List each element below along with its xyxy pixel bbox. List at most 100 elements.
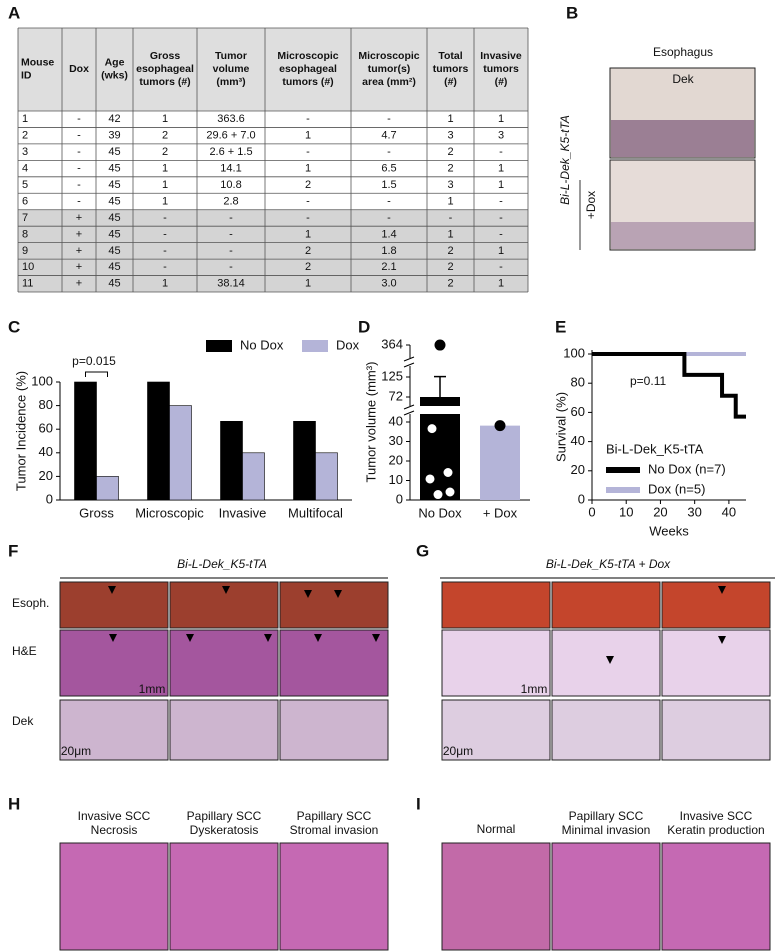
table-cell: - <box>387 212 391 224</box>
break-mark <box>403 410 415 416</box>
table-cell: 2.1 <box>381 261 396 273</box>
panel-letter: D <box>358 317 370 336</box>
micrograph <box>59 699 169 761</box>
table-cell: - <box>499 146 503 158</box>
table-cell: 1 <box>447 228 453 240</box>
y-tick-label: 10 <box>389 472 403 487</box>
micrograph <box>441 629 551 697</box>
panel-letter: H <box>8 794 20 813</box>
micrograph <box>441 699 551 761</box>
table-cell: 2 <box>305 179 311 191</box>
table-cell: 1 <box>162 162 168 174</box>
table-cell: + <box>76 261 82 273</box>
table-cell: 2 <box>447 261 453 273</box>
arrow <box>718 636 726 644</box>
y-tick-label: 80 <box>39 397 53 412</box>
legend-label: Dox (n=5) <box>648 481 705 496</box>
table-cell: 29.6 + 7.0 <box>206 130 255 142</box>
data-point <box>426 423 438 435</box>
table-cell: - <box>163 228 167 240</box>
table-header: (#) <box>444 76 457 88</box>
arrow <box>222 586 230 594</box>
arrow <box>334 590 342 598</box>
table-header: esophageal <box>136 63 194 75</box>
panel-title: Bi-L-Dek_K5-tTA <box>177 557 267 571</box>
table-cell: 2 <box>447 278 453 290</box>
table-cell: 4 <box>22 162 28 174</box>
data-point <box>444 486 456 498</box>
legend-title: Bi-L-Dek_K5-tTA <box>606 441 704 456</box>
table-cell: - <box>229 228 233 240</box>
table-cell: 1 <box>498 113 504 125</box>
row-label: Dek <box>12 714 34 728</box>
genotype-label: Bi-L-Dek_K5-tTA <box>558 115 572 205</box>
table-row-bg <box>18 242 528 260</box>
legend-label: No Dox (n=7) <box>648 461 726 476</box>
micrograph <box>441 842 551 951</box>
micrograph <box>59 842 169 951</box>
table-cell: 2 <box>162 146 168 158</box>
caption: Papillary SCC <box>569 809 644 823</box>
table-cell: - <box>499 261 503 273</box>
tissue-layer <box>611 120 754 157</box>
x-tick-label: 30 <box>687 504 701 519</box>
micrograph <box>279 581 389 629</box>
table-cell: 1 <box>498 162 504 174</box>
caption: Normal <box>477 822 516 836</box>
y-tick-label: 72 <box>389 388 403 403</box>
caption: Invasive SCC <box>680 809 753 823</box>
table-header: (mm³) <box>216 76 245 88</box>
table-header: Microscopic <box>277 50 338 62</box>
table-cell: - <box>77 113 81 125</box>
table-cell: 10.8 <box>220 179 241 191</box>
table-header: (#) <box>495 76 508 88</box>
x-tick-label: 20 <box>653 504 667 519</box>
table-cell: 7 <box>22 212 28 224</box>
x-tick-label: 0 <box>588 504 595 519</box>
table-cell: 1 <box>305 228 311 240</box>
table-cell: + <box>76 228 82 240</box>
micrograph <box>661 581 771 629</box>
table-cell: 10 <box>22 261 34 273</box>
table-cell: 14.1 <box>220 162 241 174</box>
table-cell: 45 <box>108 228 120 240</box>
panel-letter: C <box>8 317 20 336</box>
table-header: Dox <box>69 63 89 75</box>
panel-letter: F <box>8 541 18 560</box>
x-tick-label: Multifocal <box>288 505 343 520</box>
table-cell: 1 <box>162 195 168 207</box>
table-cell: - <box>306 146 310 158</box>
table-cell: - <box>499 195 503 207</box>
x-tick-label: 40 <box>722 504 736 519</box>
table-cell: - <box>77 179 81 191</box>
micrograph <box>169 629 279 697</box>
micrograph <box>551 629 661 697</box>
table-header: tumors (#) <box>139 76 190 88</box>
y-tick-label: 30 <box>389 433 403 448</box>
table-cell: 2.8 <box>223 195 238 207</box>
panel-title: Bi-L-Dek_K5-tTA + Dox <box>546 557 671 571</box>
data-point <box>432 489 444 501</box>
table-cell: - <box>499 212 503 224</box>
legend-swatch <box>302 340 328 352</box>
bracket <box>85 371 108 377</box>
micrograph <box>59 629 169 697</box>
table-cell: 9 <box>22 245 28 257</box>
table-header: area (mm²) <box>362 76 416 88</box>
table-header: tumors <box>433 63 469 75</box>
table-header: volume <box>213 63 250 75</box>
scale-bar-label: 20μm <box>61 744 91 758</box>
image-label: Dek <box>672 72 694 86</box>
table-cell: 8 <box>22 228 28 240</box>
axis-break <box>404 358 466 366</box>
table-header: Mouse <box>21 56 54 68</box>
table-header: esophageal <box>279 63 337 75</box>
table-cell: 4.7 <box>381 130 396 142</box>
x-tick-label: No Dox <box>418 505 462 520</box>
table-cell: 1 <box>305 130 311 142</box>
table-cell: 1 <box>498 278 504 290</box>
y-tick-label: 364 <box>381 336 403 351</box>
arrow <box>108 586 116 594</box>
table-cell: 5 <box>22 179 28 191</box>
